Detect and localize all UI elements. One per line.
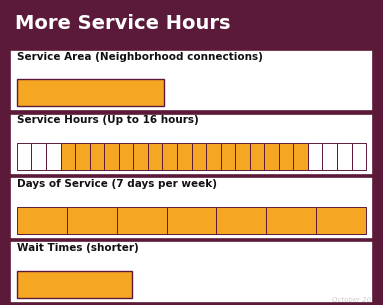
Bar — [46, 143, 61, 170]
Bar — [148, 143, 162, 170]
Bar — [177, 143, 192, 170]
Bar — [17, 271, 132, 298]
Text: Service Area (Neighborhood connections): Service Area (Neighborhood connections) — [17, 52, 263, 62]
Bar — [17, 143, 31, 170]
Bar — [67, 207, 117, 234]
Text: More Service Hours: More Service Hours — [15, 14, 231, 33]
Bar — [61, 143, 75, 170]
Bar — [316, 207, 366, 234]
Bar — [117, 207, 167, 234]
Bar — [119, 143, 133, 170]
Bar — [17, 207, 67, 234]
Bar — [308, 143, 322, 170]
Bar — [167, 207, 216, 234]
Bar — [31, 143, 46, 170]
Bar — [250, 143, 264, 170]
Bar — [322, 143, 337, 170]
Bar — [337, 143, 352, 170]
Bar — [104, 143, 119, 170]
Bar — [279, 143, 293, 170]
Text: October 20: October 20 — [332, 297, 372, 303]
Bar — [206, 143, 221, 170]
Bar — [221, 143, 235, 170]
Text: Days of Service (7 days per week): Days of Service (7 days per week) — [17, 179, 217, 189]
Bar — [293, 143, 308, 170]
Bar — [352, 143, 366, 170]
Bar — [266, 207, 316, 234]
Bar — [75, 143, 90, 170]
Bar — [235, 143, 250, 170]
Bar — [90, 143, 104, 170]
Bar — [192, 143, 206, 170]
Text: Service Hours (Up to 16 hours): Service Hours (Up to 16 hours) — [17, 115, 199, 125]
Bar — [216, 207, 266, 234]
Text: Wait Times (shorter): Wait Times (shorter) — [17, 243, 139, 253]
Bar — [264, 143, 279, 170]
Bar — [162, 143, 177, 170]
Bar — [133, 143, 148, 170]
Bar — [17, 79, 164, 106]
